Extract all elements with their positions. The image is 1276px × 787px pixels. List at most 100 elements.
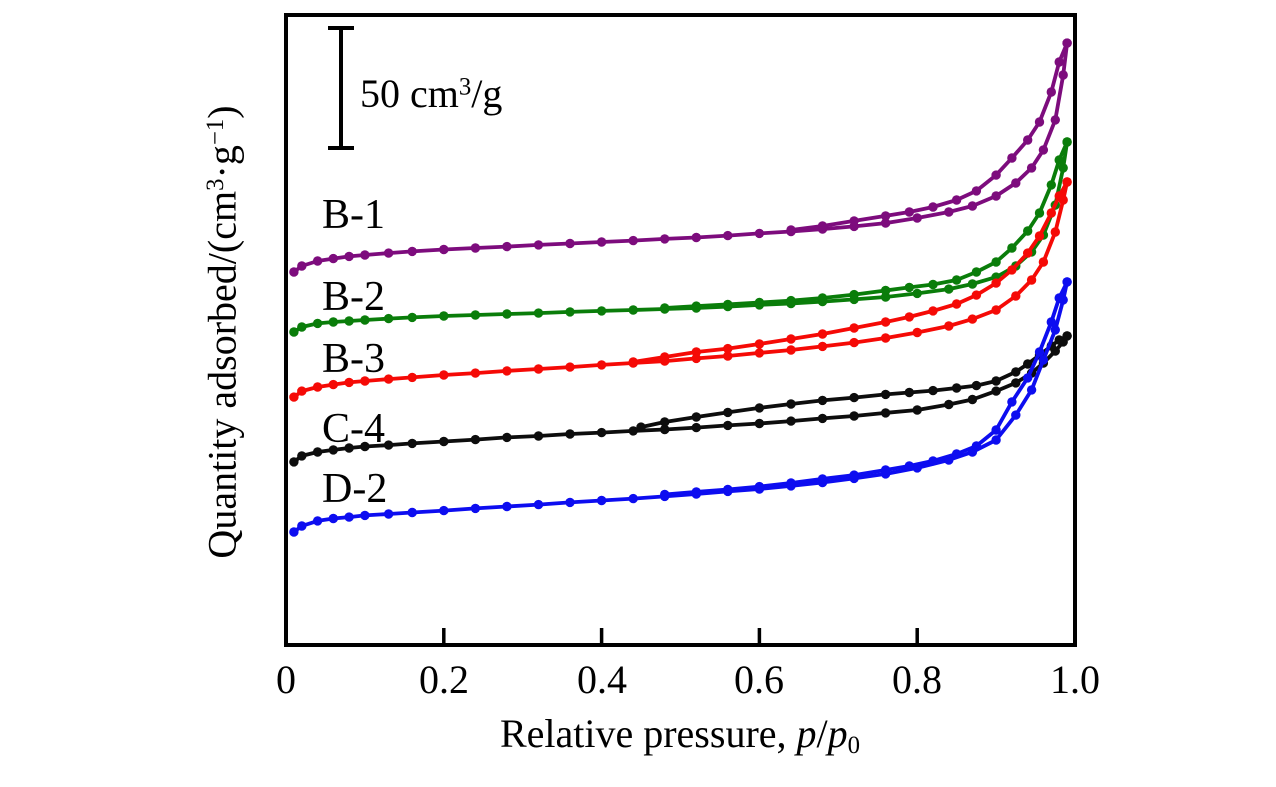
y-axis-title-sup-minus1: −1 <box>202 118 230 146</box>
C-4-adsorption-point <box>439 436 449 447</box>
C-4-desorption-point <box>723 407 733 418</box>
C-4-desorption-point <box>951 383 962 393</box>
B-3-desorption-point <box>880 317 891 327</box>
D-2-desorption-point <box>1022 373 1033 383</box>
B-2-desorption-point <box>951 275 962 285</box>
C-4-desorption-point <box>691 412 701 422</box>
B-2-adsorption-point <box>880 292 891 302</box>
B-2-adsorption-point <box>533 308 544 318</box>
x-tick-label-0: 0 <box>276 657 296 702</box>
B-2-adsorption-point <box>565 307 575 317</box>
B-1-desorption-point <box>971 186 982 196</box>
B-1-adsorption-point <box>407 246 417 257</box>
B-2-desorption-point <box>904 282 914 293</box>
B-1-adsorption-point <box>596 237 607 247</box>
C-4-desorption-point <box>1011 367 1021 377</box>
B-1-desorption-point <box>849 216 859 226</box>
y-axis-title-mid: ·g <box>199 145 245 179</box>
B-3-desorption-point <box>1034 231 1045 241</box>
D-2-desorption-point <box>1034 347 1045 357</box>
C-4-adsorption-point <box>344 443 354 453</box>
B-2-adsorption-point <box>360 315 370 325</box>
C-4-adsorption-point <box>297 451 307 461</box>
B-1-adsorption-point <box>439 244 449 255</box>
B-1-adsorption-point <box>660 234 670 244</box>
C-4-adsorption-point <box>533 431 544 441</box>
B-3-adsorption-point <box>754 348 765 358</box>
B-2-adsorption-point <box>596 306 607 316</box>
B-1-desorption-point <box>817 221 828 231</box>
B-1-desorption-point <box>1022 135 1033 145</box>
D-2-adsorption-point <box>565 497 575 508</box>
C-4-adsorption-point <box>691 422 701 433</box>
B-1-desorption-point <box>991 170 1001 180</box>
B-3-desorption-point <box>1007 265 1017 275</box>
B-3-adsorption-point <box>1038 257 1049 267</box>
D-2-desorption-point <box>786 478 796 488</box>
plot-frame <box>284 13 1077 647</box>
B-2-adsorption-point <box>1058 163 1068 173</box>
C-4-adsorption-point <box>1011 378 1021 388</box>
x-axis-title-text: Relative pressure, <box>499 711 797 756</box>
B-3-adsorption-point <box>786 345 796 355</box>
x-tick-label-0.4: 0.4 <box>577 657 627 702</box>
B-1-adsorption-point <box>754 228 765 239</box>
D-2-desorption-point <box>971 441 982 451</box>
B-1-desorption-point <box>904 207 914 217</box>
C-4-desorption-point <box>849 392 859 403</box>
B-1-adsorption-point <box>383 248 394 258</box>
B-2-adsorption-point <box>628 305 638 315</box>
scale-bar-label: 50 cm3/g <box>360 70 502 117</box>
B-2-adsorption-point <box>383 313 394 324</box>
C-4-desorption-point <box>928 385 938 396</box>
B-2-adsorption-point <box>967 279 978 289</box>
B-1-desorption-point <box>880 211 891 221</box>
B-1-desorption-point <box>1007 153 1017 163</box>
B-3-desorption-point <box>817 329 828 339</box>
B-3-desorption-point <box>786 334 796 344</box>
D-2-desorption-point <box>951 449 962 459</box>
C-4-desorption-point <box>991 376 1001 386</box>
B-2-adsorption-point <box>470 310 481 320</box>
B-3-adsorption-point <box>944 321 954 331</box>
B-3-desorption-point <box>1046 208 1057 218</box>
B-3-adsorption-point <box>849 337 859 348</box>
B-2-adsorption-point <box>439 311 449 321</box>
B-2-desorption-point <box>1022 226 1033 236</box>
D-2-desorption-point <box>1046 317 1057 327</box>
B-2-desorption-point <box>786 295 796 306</box>
D-2-adsorption-point <box>596 495 607 506</box>
B-2-desorption-point <box>1054 155 1064 165</box>
B-3-adsorption-point <box>470 368 481 378</box>
B-3-adsorption-point <box>439 370 449 380</box>
D-2-desorption-point <box>1054 293 1064 303</box>
B-3-desorption-point <box>1054 191 1064 201</box>
y-axis-title-text: Quantity adsorbed/(cm <box>199 190 245 559</box>
C-4-adsorption-point <box>470 434 481 445</box>
B-2-adsorption-point <box>344 316 354 326</box>
B-2-desorption-point <box>880 285 891 296</box>
B-3-adsorption-point <box>312 382 323 392</box>
curve-label-B-2: B-2 <box>322 274 385 320</box>
x-axis-title: Relative pressure, p/p0 <box>500 710 860 760</box>
B-1-desorption-point <box>786 225 796 235</box>
D-2-desorption-point <box>723 484 733 495</box>
B-2-desorption-point <box>1046 180 1057 190</box>
x-axis-title-p2: p <box>827 711 848 756</box>
scale-bar-label-text: 50 cm <box>360 71 459 116</box>
x-axis-title-p1: p <box>796 711 817 756</box>
B-2-desorption-point <box>1007 243 1017 253</box>
B-1-adsorption-point <box>967 201 978 211</box>
D-2-desorption-point <box>880 465 891 475</box>
C-4-desorption-point <box>660 417 670 427</box>
B-3-desorption-point <box>971 290 982 300</box>
D-2-adsorption-point <box>628 493 638 504</box>
D-2-desorption-point <box>660 489 670 500</box>
B-3-adsorption-point <box>1026 275 1037 285</box>
D-2-adsorption-point <box>991 435 1001 445</box>
B-3-desorption-point <box>991 278 1001 288</box>
C-4-adsorption-point <box>289 457 299 467</box>
B-2-desorption-point <box>691 301 701 311</box>
B-3-adsorption-point <box>723 351 733 361</box>
